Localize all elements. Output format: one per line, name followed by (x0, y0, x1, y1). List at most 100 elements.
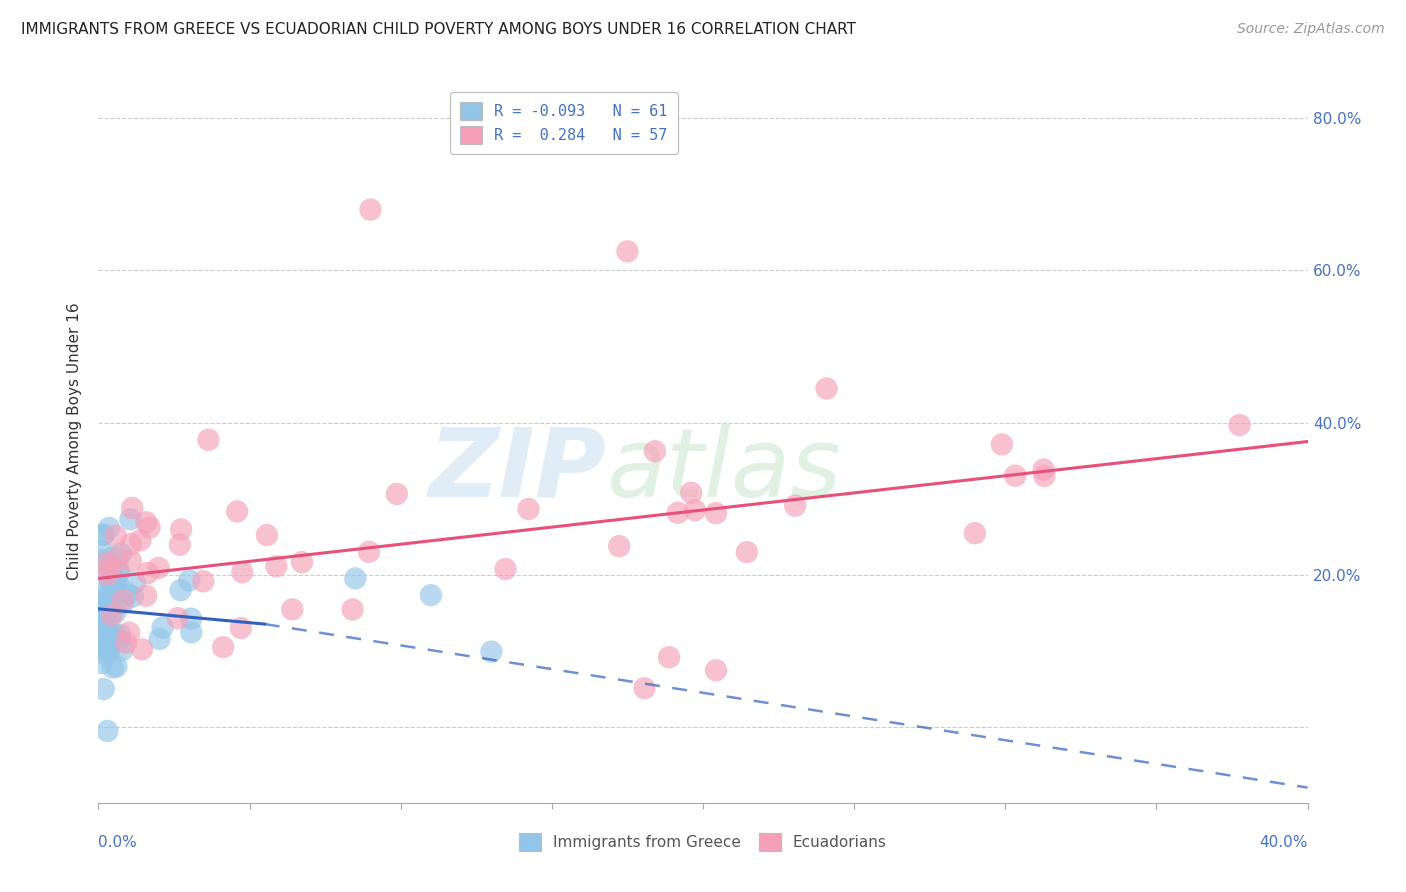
Point (111, 643, 134, 657)
Point (357, 545, 380, 559)
Point (138, 520, 160, 534)
Point (256, 528, 278, 542)
Point (735, 545, 758, 559)
Point (105, 659, 128, 673)
Point (98, 626, 121, 640)
Point (89, 553, 111, 567)
Point (385, 487, 408, 501)
Point (481, 645, 503, 659)
Point (991, 437, 1014, 451)
Point (101, 574, 124, 588)
Point (87, 608, 110, 623)
Point (87, 595, 110, 609)
Point (197, 433, 219, 447)
Point (118, 625, 141, 640)
Point (785, 499, 807, 513)
Point (212, 640, 235, 655)
Y-axis label: Child Poverty Among Boys Under 16: Child Poverty Among Boys Under 16 (67, 302, 83, 581)
Point (266, 559, 288, 574)
Point (93, 647, 115, 661)
Point (100, 591, 122, 606)
Point (100, 576, 122, 591)
Text: 40.0%: 40.0% (1260, 835, 1308, 850)
Point (120, 512, 142, 526)
Point (180, 612, 202, 626)
Point (180, 625, 202, 640)
Text: ZIP: ZIP (429, 424, 606, 517)
Point (193, 574, 215, 589)
Point (122, 590, 145, 604)
Point (704, 663, 727, 677)
Point (101, 608, 124, 623)
Point (94, 582, 117, 596)
Point (105, 574, 128, 588)
Point (704, 506, 727, 520)
Point (169, 538, 191, 552)
Point (1032, 462, 1054, 476)
Point (104, 529, 127, 543)
Text: IMMIGRANTS FROM GREECE VS ECUADORIAN CHILD POVERTY AMONG BOYS UNDER 16 CORRELATI: IMMIGRANTS FROM GREECE VS ECUADORIAN CHI… (21, 22, 856, 37)
Point (420, 588, 443, 602)
Point (136, 566, 159, 581)
Point (963, 526, 986, 541)
Point (90, 639, 112, 653)
Point (98, 645, 121, 659)
Point (96, 637, 118, 651)
Point (342, 602, 364, 616)
Point (1004, 468, 1026, 483)
Point (229, 621, 252, 635)
Point (107, 551, 129, 566)
Point (97, 603, 120, 617)
Point (169, 583, 191, 598)
Point (135, 515, 157, 529)
Point (108, 565, 131, 579)
Point (90, 624, 112, 639)
Point (101, 550, 124, 565)
Point (152, 621, 174, 635)
Point (281, 602, 304, 616)
Point (103, 627, 125, 641)
Point (89, 638, 111, 652)
Point (91, 615, 114, 629)
Point (94, 624, 117, 638)
Point (129, 533, 152, 548)
Point (103, 583, 125, 598)
Point (94, 596, 117, 610)
Point (226, 504, 249, 518)
Point (644, 444, 666, 458)
Point (100, 560, 122, 574)
Text: 0.0%: 0.0% (98, 835, 138, 850)
Point (101, 660, 124, 674)
Point (100, 607, 122, 621)
Point (170, 522, 193, 536)
Point (124, 575, 146, 590)
Point (179, 574, 201, 588)
Point (495, 562, 517, 576)
Point (148, 561, 170, 575)
Point (90, 610, 112, 624)
Point (131, 642, 153, 657)
Text: atlas: atlas (606, 424, 841, 517)
Point (107, 566, 129, 580)
Point (135, 589, 157, 603)
Point (97, 567, 120, 582)
Point (90, 656, 112, 670)
Point (658, 650, 681, 665)
Point (607, 539, 630, 553)
Point (616, 244, 638, 259)
Point (683, 503, 706, 517)
Point (104, 606, 127, 620)
Point (148, 632, 170, 646)
Point (90, 543, 112, 558)
Point (96, 724, 118, 739)
Point (117, 587, 139, 601)
Point (108, 627, 131, 641)
Point (815, 382, 838, 396)
Point (94, 596, 117, 610)
Point (166, 611, 188, 625)
Point (93, 681, 115, 696)
Point (91, 527, 114, 541)
Point (91, 528, 114, 542)
Point (291, 555, 314, 569)
Point (115, 635, 138, 649)
